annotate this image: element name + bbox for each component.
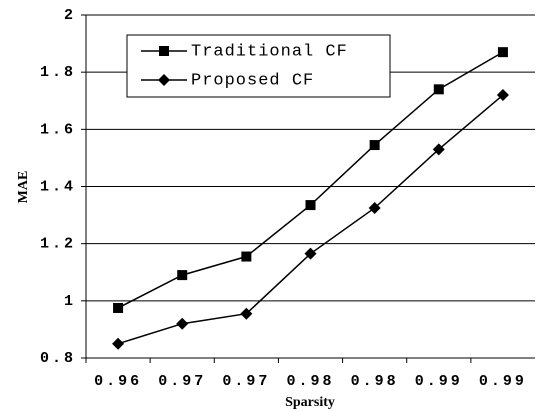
data-point: [113, 302, 124, 313]
y-tick-label: 2: [64, 7, 76, 24]
x-tick-label: 0.99: [479, 373, 527, 390]
data-point: [177, 270, 188, 281]
data-point: [368, 201, 381, 214]
data-point: [497, 47, 508, 58]
data-point: [432, 143, 445, 156]
legend-label: Traditional CF: [191, 42, 348, 61]
legend-marker: [158, 74, 170, 86]
legend-label: Proposed CF: [191, 71, 314, 90]
data-point: [241, 251, 252, 262]
x-axis-title: Sparsity: [285, 395, 335, 410]
y-tick-label: 1.8: [40, 64, 76, 81]
data-point: [496, 89, 509, 102]
x-tick-label: 0.98: [351, 373, 399, 390]
x-tick-label: 0.98: [286, 373, 334, 390]
series-line: [117, 94, 504, 345]
data-point: [305, 200, 316, 211]
y-axis-title: MAE: [16, 171, 31, 204]
legend-box: [126, 34, 391, 98]
legend-marker: [159, 46, 169, 56]
data-point: [112, 337, 125, 350]
x-tick-label: 0.97: [158, 373, 206, 390]
data-point: [433, 84, 444, 95]
data-point: [369, 140, 380, 151]
y-tick-label: 1: [64, 293, 76, 310]
x-tick-label: 0.97: [222, 373, 270, 390]
data-point: [304, 247, 317, 260]
y-tick-label: 0.8: [40, 350, 76, 367]
y-tick-label: 1.2: [40, 236, 76, 253]
x-tick-label: 0.96: [94, 373, 142, 390]
y-tick-label: 1.6: [40, 121, 76, 138]
data-point: [176, 317, 189, 330]
y-tick-label: 1.4: [40, 178, 76, 195]
x-tick-label: 0.99: [415, 373, 463, 390]
data-point: [240, 307, 253, 320]
